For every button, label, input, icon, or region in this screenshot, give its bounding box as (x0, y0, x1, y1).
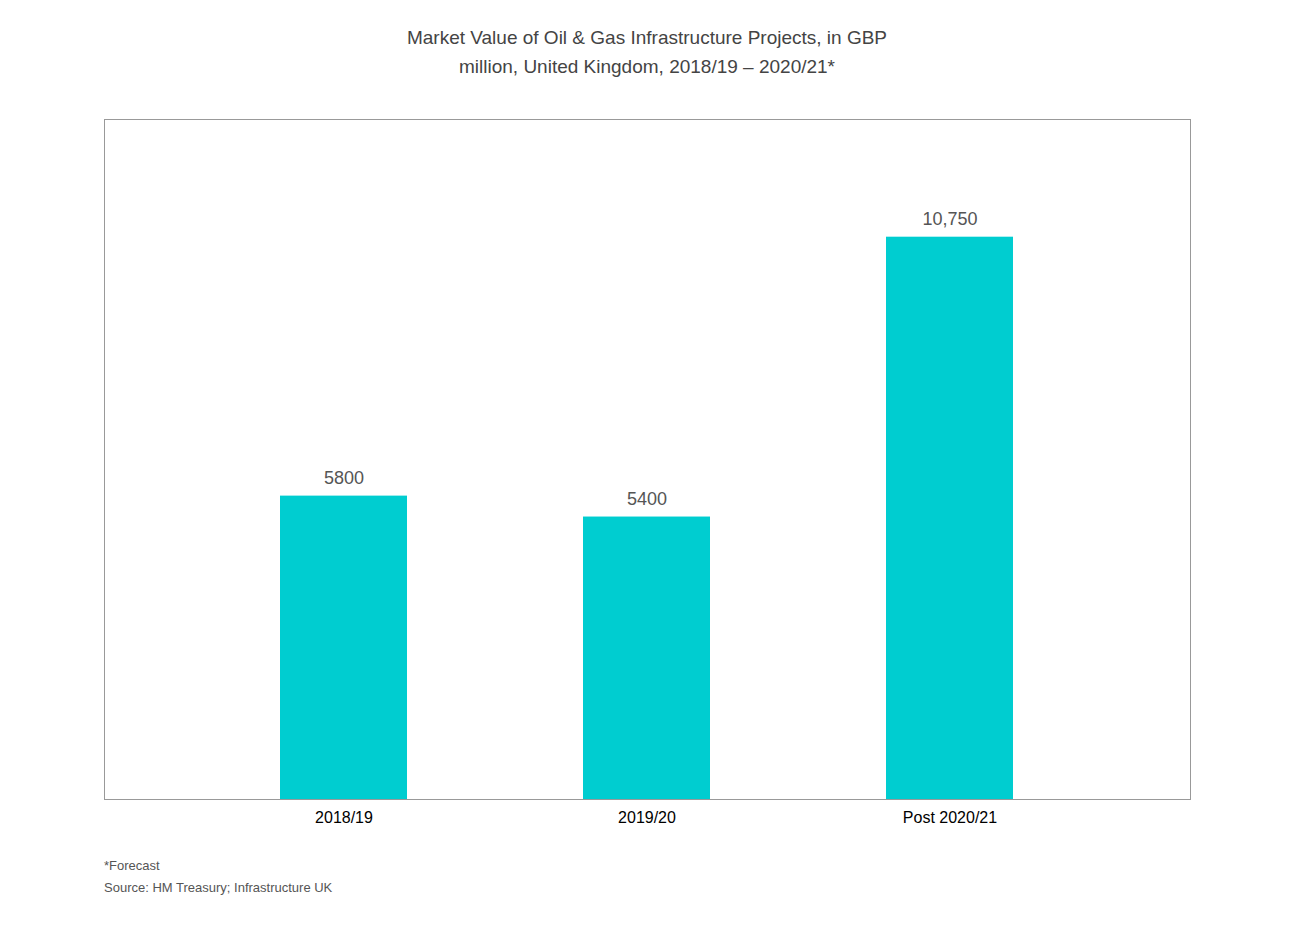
html-text:million, United Kingdom, 2018/: million, United Kingdom, 2018/19 – 2020/… (459, 55, 835, 77)
svg-text:2019/20: 2019/20 (618, 809, 676, 826)
svg-text:5400: 5400 (627, 489, 667, 509)
svg-text:Post 2020/21: Post 2020/21 (903, 809, 997, 826)
svg-text:2018/19: 2018/19 (315, 809, 373, 826)
svg-text:5800: 5800 (324, 468, 364, 488)
html-text:Market Value of Oil & Gas Infr: Market Value of Oil & Gas Infrastructure… (406, 27, 887, 48)
html-text:Source: HM Treasury; Infrastru: Source: HM Treasury; Infrastructure UK (104, 880, 333, 896)
html-text:*Forecast: *Forecast (104, 858, 160, 873)
svg-text:10,750: 10,750 (922, 209, 977, 229)
